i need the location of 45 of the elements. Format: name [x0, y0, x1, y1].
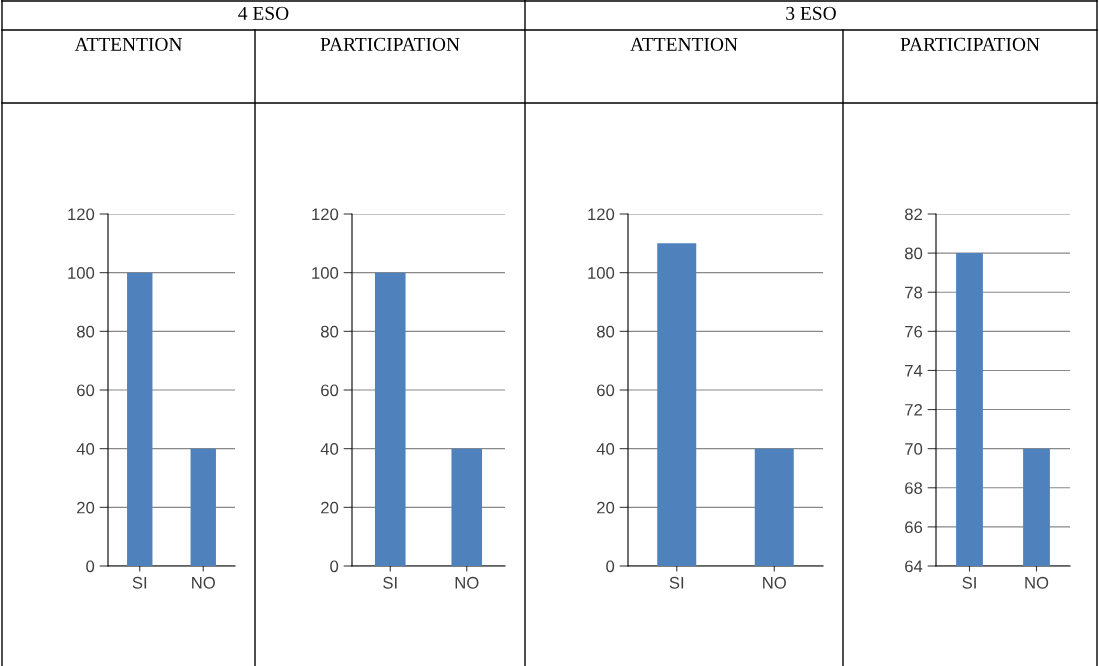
x-tick-label: SI — [962, 576, 976, 589]
y-tick-label: 100 — [68, 267, 95, 279]
x-tick-label: NO — [1025, 576, 1049, 589]
y-tick-label: 20 — [597, 501, 615, 514]
y-tick-label: 80 — [320, 325, 339, 338]
y-tick-label: 80 — [596, 325, 615, 338]
y-tick-label: 40 — [596, 443, 615, 455]
y-tick-label: 120 — [588, 208, 615, 221]
y-tick-label: 60 — [597, 384, 615, 397]
y-tick-label: 70 — [905, 443, 923, 455]
y-tick-label: 0 — [86, 560, 95, 573]
y-tick-label: 40 — [76, 443, 95, 455]
y-tick-label: 20 — [321, 501, 339, 514]
x-tick-label: NO — [455, 576, 479, 589]
x-tick-label: NO — [192, 576, 215, 589]
chart-title: 3 ESO — [786, 6, 836, 20]
y-tick-label: 68 — [905, 482, 923, 494]
x-tick-label: NO — [763, 576, 786, 589]
y-tick-label: 82 — [904, 208, 922, 221]
y-tick-label: 76 — [905, 325, 923, 338]
chart-subtitle: PARTICIPATION — [320, 37, 460, 51]
y-tick-label: 0 — [330, 560, 339, 573]
y-tick-label: 78 — [905, 286, 923, 299]
x-tick-label: SI — [383, 576, 397, 589]
x-tick-label: SI — [669, 576, 684, 589]
y-tick-label: 100 — [588, 267, 615, 279]
chart-subtitle: PARTICIPATION — [900, 37, 1040, 51]
y-tick-label: 80 — [76, 325, 95, 338]
y-tick-label: 74 — [905, 365, 923, 377]
y-tick-label: 20 — [77, 501, 95, 514]
y-tick-label: 120 — [312, 208, 339, 221]
chart-title: 4 ESO — [238, 6, 289, 20]
y-tick-label: 64 — [905, 560, 923, 573]
y-tick-label: 72 — [905, 403, 922, 416]
y-tick-label: 40 — [320, 443, 339, 455]
x-tick-label: SI — [132, 576, 147, 589]
y-tick-label: 66 — [905, 521, 923, 534]
y-tick-label: 120 — [68, 208, 95, 221]
chart-subtitle: ATTENTION — [630, 37, 738, 51]
y-tick-label: 100 — [312, 267, 339, 279]
y-tick-label: 0 — [606, 560, 615, 573]
y-tick-label: 80 — [904, 247, 923, 260]
y-tick-label: 60 — [321, 384, 339, 397]
y-tick-label: 60 — [77, 384, 95, 397]
chart-subtitle: ATTENTION — [74, 37, 183, 51]
